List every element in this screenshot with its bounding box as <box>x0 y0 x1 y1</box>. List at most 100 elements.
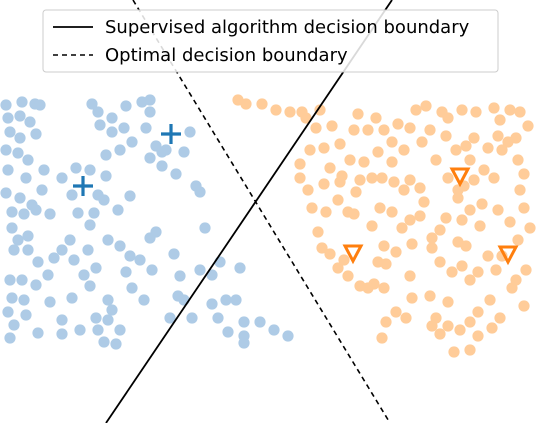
class-b-point <box>452 192 464 204</box>
class-a-point <box>72 207 84 219</box>
class-a-point <box>120 266 132 278</box>
class-a-point <box>178 294 190 306</box>
class-a-point <box>2 306 14 318</box>
class-b-point <box>504 216 516 228</box>
class-a-point <box>124 190 136 202</box>
class-b-point <box>388 176 400 188</box>
class-a-point <box>92 324 104 336</box>
class-a-point <box>214 256 226 268</box>
class-b-point <box>460 240 472 252</box>
class-b-point <box>426 232 438 244</box>
class-b-point <box>406 238 418 250</box>
class-a-point <box>32 327 44 339</box>
class-b-point <box>404 174 416 186</box>
class-a-point <box>8 319 20 331</box>
class-b-point <box>318 178 330 190</box>
class-a-point <box>74 324 86 336</box>
class-a-point <box>194 186 206 198</box>
class-a-point <box>0 187 12 199</box>
class-b-point <box>472 266 484 278</box>
class-a-point <box>56 314 68 326</box>
class-b-point <box>326 120 338 132</box>
class-b-point <box>378 124 390 136</box>
class-b-point <box>342 270 354 282</box>
class-b-point <box>378 240 390 252</box>
class-a-point <box>206 298 218 310</box>
class-b-point <box>426 320 438 332</box>
class-b-point <box>410 104 422 116</box>
class-a-point <box>6 292 18 304</box>
class-a-point <box>44 208 56 220</box>
class-b-point <box>464 344 476 356</box>
class-b-point <box>316 242 328 254</box>
class-b-point <box>446 266 458 278</box>
class-b-point <box>482 142 494 154</box>
class-b-point <box>504 104 516 116</box>
class-b-point <box>442 296 454 308</box>
class-b-point <box>318 142 330 154</box>
class-a-point <box>30 204 42 216</box>
class-a-point <box>30 128 42 140</box>
class-a-point <box>146 264 158 276</box>
labeled-markers <box>73 124 519 266</box>
class-a-point <box>94 119 106 131</box>
class-b-point <box>324 162 336 174</box>
class-b-point <box>488 102 500 114</box>
class-b-point <box>486 322 498 334</box>
class-b-point <box>456 214 468 226</box>
class-b-point <box>380 316 392 328</box>
class-b-point <box>348 208 360 220</box>
class-b-point <box>390 306 402 318</box>
class-a-point <box>134 254 146 266</box>
class-a-point <box>22 244 34 256</box>
triangle-down-icon <box>497 245 519 266</box>
class-b-point <box>522 120 534 132</box>
class-a-point <box>66 292 78 304</box>
class-a-point <box>16 96 28 108</box>
class-a-point <box>138 294 150 306</box>
class-a-point <box>14 110 26 122</box>
class-a-point <box>44 296 56 308</box>
class-b-point <box>420 100 432 112</box>
class-b-point <box>314 104 326 116</box>
plus-icon <box>161 124 181 144</box>
class-a-point <box>220 294 232 306</box>
class-b-point <box>418 196 430 208</box>
class-b-point <box>404 270 416 282</box>
class-a-point <box>0 144 12 156</box>
class-a-point <box>22 154 34 166</box>
class-b-point <box>374 202 386 214</box>
class-a-point <box>106 126 118 138</box>
class-b-point <box>514 184 526 196</box>
class-a-point <box>30 279 42 291</box>
class-b-point <box>520 264 532 276</box>
class-b-point <box>386 156 398 168</box>
class-b-point <box>474 220 486 232</box>
class-a-point <box>156 160 168 172</box>
class-a-point <box>84 280 96 292</box>
class-b-point <box>240 98 252 110</box>
class-b-point <box>400 312 412 324</box>
class-a-point <box>22 230 34 242</box>
class-b-point <box>414 210 426 222</box>
class-a-point <box>86 98 98 110</box>
class-b-point <box>398 184 410 196</box>
class-b-point <box>404 214 416 226</box>
class-b-point <box>256 98 268 110</box>
class-b-point <box>464 274 476 286</box>
class-a-point <box>0 99 12 111</box>
class-b-point <box>494 114 506 126</box>
class-a-point <box>56 244 68 256</box>
class-b-point <box>460 140 472 152</box>
class-a-point <box>156 146 168 158</box>
class-b-point <box>494 312 506 324</box>
class-b-point <box>476 198 488 210</box>
class-a-point <box>186 312 198 324</box>
class-b-point <box>392 118 404 130</box>
class-b-point <box>440 130 452 142</box>
class-b-point <box>294 172 306 184</box>
class-a-point <box>12 234 24 246</box>
class-b-point <box>496 144 508 156</box>
class-a-point <box>36 184 48 196</box>
